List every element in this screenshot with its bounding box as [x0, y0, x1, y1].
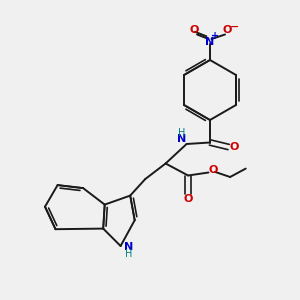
Text: N: N [124, 242, 134, 252]
Text: O: O [183, 194, 193, 204]
Text: O: O [222, 25, 232, 35]
Text: O: O [229, 142, 239, 152]
Text: +: + [211, 31, 220, 41]
Text: −: − [230, 22, 240, 32]
Text: O: O [208, 164, 218, 175]
Text: H: H [178, 128, 186, 138]
Text: O: O [189, 25, 199, 35]
Text: N: N [178, 134, 187, 144]
Text: H: H [125, 249, 133, 259]
Text: N: N [206, 37, 214, 47]
